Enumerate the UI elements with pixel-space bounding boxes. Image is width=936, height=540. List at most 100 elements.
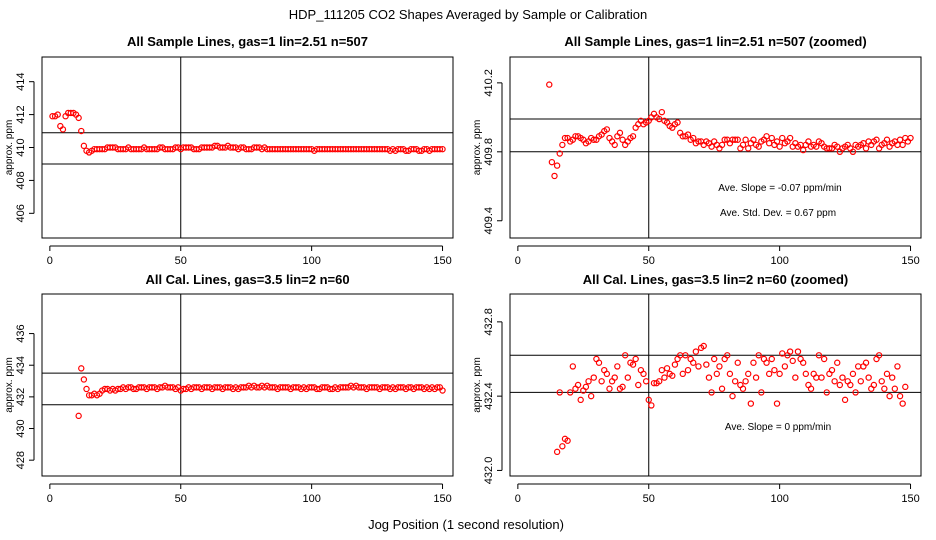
data-point	[611, 374, 618, 381]
data-point	[896, 392, 904, 400]
data-point	[765, 139, 773, 147]
x-tick-label: 0	[47, 255, 53, 267]
data-point	[899, 141, 906, 149]
data-point	[603, 370, 611, 378]
data-point	[671, 361, 679, 368]
data-point	[734, 359, 741, 366]
data-point	[729, 392, 736, 400]
data-point	[582, 383, 590, 391]
data-point	[546, 81, 553, 88]
x-tick-label: 100	[770, 255, 788, 267]
data-point	[813, 143, 820, 150]
data-point	[758, 389, 765, 396]
data-point	[661, 374, 668, 381]
data-point	[551, 172, 558, 180]
data-point	[823, 389, 830, 396]
data-point	[624, 374, 632, 381]
data-point	[663, 365, 671, 372]
data-point	[80, 376, 88, 383]
y-tick-label: 432.8	[483, 308, 495, 336]
y-tick-label: 409.4	[483, 207, 495, 235]
y-tick-label: 434	[15, 356, 27, 374]
data-point	[700, 342, 707, 350]
data-point	[907, 134, 914, 142]
data-point	[75, 412, 82, 420]
data-point	[439, 145, 446, 153]
data-point	[765, 370, 773, 378]
data-point	[786, 134, 794, 142]
data-point	[752, 374, 760, 381]
data-point	[883, 370, 891, 378]
data-point	[713, 370, 721, 378]
y-axis-label: approx. ppm	[4, 357, 15, 413]
data-point	[692, 348, 700, 355]
x-tick-label: 150	[901, 255, 919, 267]
x-tick-label: 50	[175, 493, 187, 505]
data-point	[839, 374, 846, 381]
x-tick-label: 0	[47, 493, 53, 505]
y-tick-label: 436	[15, 324, 27, 342]
data-point	[658, 108, 666, 116]
data-point	[724, 352, 731, 359]
data-point	[569, 363, 577, 370]
chart-annotation: Ave. Std. Dev. = 0.67 ppm	[720, 208, 836, 219]
data-point	[726, 370, 734, 378]
data-point	[674, 119, 681, 126]
data-point	[695, 138, 702, 145]
data-point	[828, 366, 836, 374]
plot-frame	[41, 56, 454, 239]
data-point	[684, 366, 692, 374]
data-point	[878, 378, 885, 385]
data-point	[776, 370, 783, 378]
x-tick-label: 150	[901, 493, 919, 505]
data-point	[786, 348, 794, 355]
data-point	[75, 114, 82, 122]
data-point	[745, 145, 752, 152]
data-point	[841, 396, 849, 404]
y-tick-label: 428	[15, 451, 27, 469]
data-point	[606, 385, 613, 392]
data-point	[718, 141, 726, 149]
data-point	[621, 352, 629, 359]
x-tick-label: 0	[515, 493, 521, 505]
data-point	[731, 136, 739, 143]
data-point	[826, 145, 833, 152]
chart-panel-4: All Cal. Lines, gas=3.5 lin=2 n=60 (zoom…	[472, 272, 922, 505]
data-point	[585, 378, 592, 385]
data-point	[815, 352, 823, 359]
y-tick-label: 408	[15, 171, 27, 189]
data-point	[59, 126, 67, 133]
data-point	[802, 370, 810, 378]
data-point	[645, 396, 652, 404]
data-point	[792, 374, 799, 381]
y-tick-label: 410	[15, 138, 27, 156]
data-point	[773, 138, 781, 145]
data-point	[708, 389, 715, 396]
data-point	[603, 126, 611, 133]
data-point	[54, 111, 61, 118]
data-point	[818, 374, 825, 381]
data-point	[883, 136, 891, 143]
y-axis-label: approx. ppm	[472, 120, 483, 176]
data-point	[768, 355, 775, 363]
data-point	[669, 372, 676, 379]
figure-x-axis-label: Jog Position (1 second resolution)	[368, 517, 564, 532]
y-tick-label: 432.0	[483, 457, 495, 485]
data-point	[742, 136, 749, 143]
data-point	[616, 129, 624, 137]
x-tick-label: 50	[643, 255, 655, 267]
data-point	[789, 357, 796, 365]
plot-frame	[509, 293, 922, 477]
data-point	[611, 141, 618, 149]
data-point	[574, 381, 582, 389]
data-point	[862, 145, 870, 152]
data-point	[690, 359, 697, 366]
data-point	[836, 381, 844, 389]
data-point	[559, 443, 566, 450]
data-point	[635, 381, 642, 389]
data-point	[894, 363, 901, 370]
data-point	[799, 146, 807, 154]
chart-title: All Cal. Lines, gas=3.5 lin=2 n=60	[145, 272, 349, 287]
data-point	[556, 389, 563, 396]
data-point	[436, 145, 444, 153]
